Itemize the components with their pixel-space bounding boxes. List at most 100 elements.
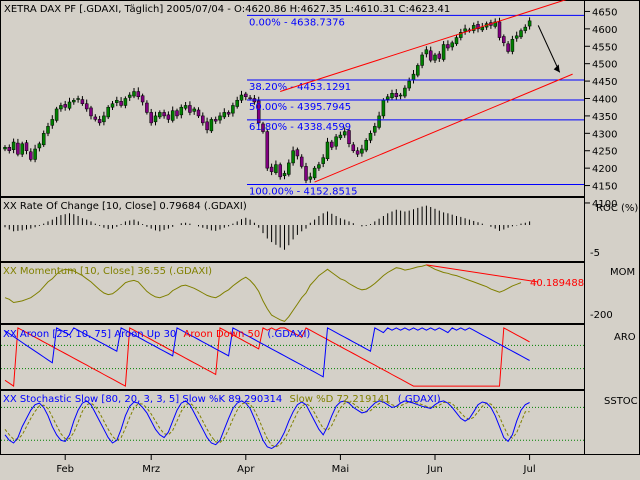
price-tick-label: 4450: [592, 77, 617, 88]
momentum-tick-label: -200: [590, 310, 613, 321]
candle-body: [248, 97, 252, 100]
candle-body: [355, 150, 360, 155]
candle-body: [67, 101, 72, 109]
trend-line: [314, 73, 573, 183]
stochastic-label: XX Stochastic Slow [80, 20, 3, 3, 5] Slo…: [3, 394, 441, 405]
candle-body: [476, 24, 480, 30]
candle-body: [424, 49, 429, 55]
roc-series: [4, 205, 531, 250]
candle-body: [407, 80, 411, 89]
price-tick-label: 4600: [592, 25, 617, 36]
candle-body: [334, 136, 338, 147]
candle-body: [390, 93, 394, 99]
candle-body: [360, 148, 364, 154]
candle-body: [170, 110, 175, 121]
stoch-source-label: (.GDAXI): [398, 394, 441, 405]
candle-body: [16, 142, 20, 155]
candle-body: [510, 39, 515, 52]
candle-body: [41, 133, 46, 146]
candle-body: [416, 65, 420, 76]
candle-body: [136, 91, 141, 98]
trend-line: [280, 0, 567, 93]
candle-body: [29, 151, 33, 160]
candle-body: [433, 54, 437, 61]
candle-body: [308, 176, 313, 180]
candle-body: [312, 167, 317, 179]
roc-axis-label: ROC (%): [596, 203, 638, 214]
candle-body: [50, 119, 55, 126]
candle-body: [72, 99, 76, 103]
candle-body: [514, 35, 519, 39]
candle-body: [278, 164, 282, 178]
candle-body: [428, 50, 433, 61]
candle-body: [132, 91, 136, 97]
candle-body: [261, 123, 265, 132]
candle-body: [20, 143, 24, 155]
candle-body: [80, 99, 85, 104]
time-tick-label: Feb: [56, 464, 74, 475]
price-tick-label: 4300: [592, 129, 617, 140]
candle-body: [368, 133, 373, 141]
candle-body: [46, 126, 50, 134]
trend-lines: [280, 0, 573, 183]
chart-header: XETRA DAX PF [.GDAXI, Täglich] 2005/07/0…: [4, 4, 450, 15]
price-tick-label: 4400: [592, 95, 617, 106]
projection-arrowhead: [553, 64, 560, 73]
price-panel: [0, 0, 585, 197]
candle-body: [437, 53, 442, 59]
panel-frames: [0, 0, 640, 455]
candle-body: [175, 110, 179, 117]
candle-body: [3, 147, 7, 150]
candle-body: [179, 106, 184, 116]
candle-body: [519, 30, 523, 38]
aroon-down-label: Aroon Down 50: [183, 329, 260, 340]
aroon-up-label: XX Aroon [25, 10, 75] Aroon Up 30: [3, 329, 176, 340]
candle-body: [93, 116, 98, 120]
candle-body: [446, 44, 450, 49]
price-tick-label: 4650: [592, 7, 617, 18]
price-tick-label: 4350: [592, 112, 617, 123]
fib-label: 61.80% - 4338.4599: [249, 122, 351, 133]
candle-body: [231, 105, 235, 114]
fib-label: 0.00% - 4638.7376: [249, 17, 345, 28]
candle-body: [420, 54, 424, 66]
candle-body: [347, 130, 351, 145]
candle-body: [127, 94, 132, 98]
candle-body: [295, 149, 300, 157]
candle-body: [201, 115, 205, 124]
time-tick-label: Mrz: [142, 464, 160, 475]
candle-body: [192, 108, 196, 112]
momentum-label: XX Momentum [10, Close] 36.55 (.GDAXI): [3, 266, 212, 277]
candle-body: [459, 32, 463, 38]
candle-body: [463, 28, 467, 32]
candle-body: [24, 142, 29, 151]
candle-body: [403, 87, 407, 97]
candle-body: [497, 21, 502, 38]
candle-body: [149, 112, 153, 124]
price-tick-label: 4150: [592, 182, 617, 193]
aroon-series: [1, 327, 584, 387]
candle-body: [321, 157, 325, 164]
candle-body: [222, 112, 227, 118]
roc-label: XX Rate Of Change [10, Close] 0.79684 (.…: [3, 201, 247, 212]
time-tick-label: Mai: [332, 464, 350, 475]
stoch-k-label: XX Stochastic Slow [80, 20, 3, 3, 5] Slo…: [3, 394, 282, 405]
candle-body: [235, 99, 239, 107]
candle-body: [394, 93, 399, 98]
candle-body: [527, 20, 532, 27]
momentum-line: [4, 264, 522, 322]
candle-body: [480, 26, 485, 31]
candle-body: [471, 25, 476, 31]
candle-body: [351, 144, 356, 151]
stoch-d-label: Slow %D 72.219141: [289, 394, 390, 405]
candle-body: [110, 103, 115, 108]
aroon-label: XX Aroon [25, 10, 75] Aroon Up 30 Aroon …: [3, 329, 310, 340]
price-tick-label: 4550: [592, 42, 617, 53]
candle-body: [364, 140, 368, 151]
price-axis-ticks: 4650 4600 4550 4500 4450 4400 4350 4300 4250 4200…: [585, 7, 617, 210]
candle-body: [398, 94, 403, 97]
candle-body: [54, 108, 59, 121]
candle-body: [7, 147, 12, 151]
candle-body: [342, 131, 347, 136]
candle-body: [213, 119, 218, 122]
